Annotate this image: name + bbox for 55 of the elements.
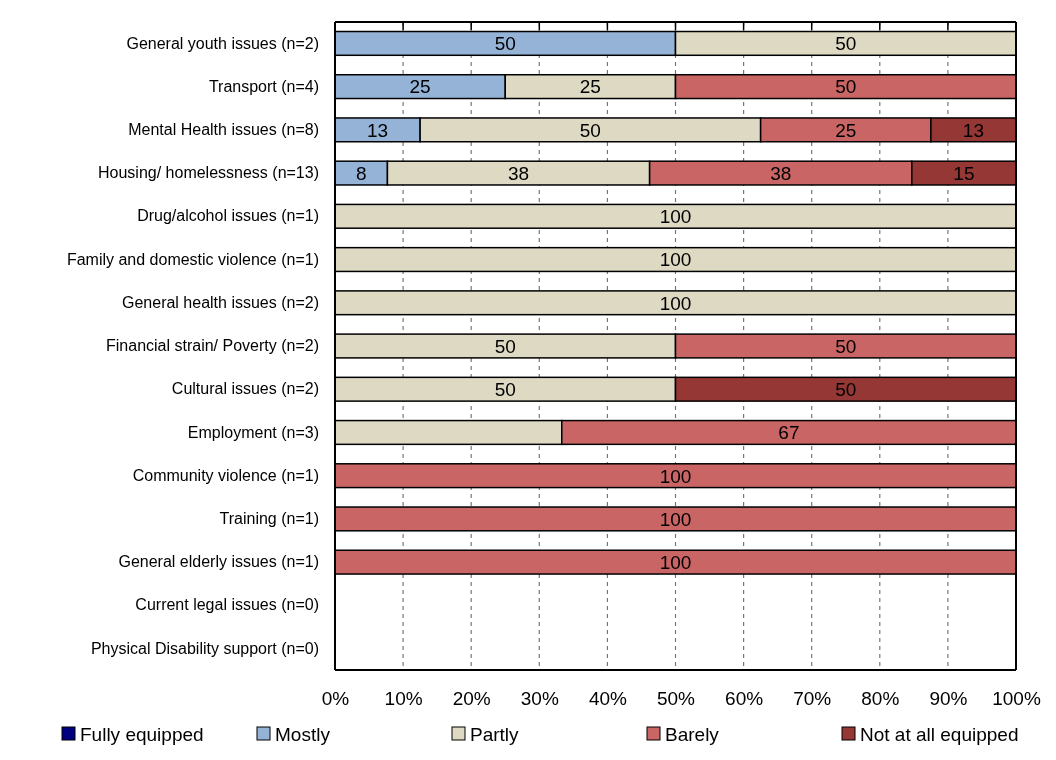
x-tick-label: 20% [452, 688, 491, 710]
y-tick-label: Financial strain/ Poverty (n=2) [106, 337, 319, 355]
data-label: 100 [659, 206, 692, 228]
data-label: 50 [835, 33, 857, 55]
y-tick-label: Current legal issues (n=0) [135, 596, 319, 614]
data-label: 100 [659, 292, 692, 314]
x-tick-label: 50% [656, 688, 696, 710]
data-label: 50 [835, 335, 857, 357]
data-label: 25 [579, 76, 601, 98]
y-tick-label: Training (n=1) [219, 510, 319, 528]
legend-label: Barely [665, 723, 720, 745]
data-label: 50 [579, 119, 601, 141]
y-tick-label: Housing/ homelessness (n=13) [97, 164, 319, 182]
legend-label: Mostly [275, 723, 331, 745]
data-label: 25 [835, 119, 857, 141]
data-label: 25 [409, 76, 431, 98]
data-label: 67 [778, 422, 800, 444]
x-tick-label: 90% [929, 688, 968, 710]
y-tick-label: Cultural issues (n=2) [171, 380, 319, 398]
x-tick-label: 30% [520, 688, 559, 710]
data-label: 50 [494, 335, 516, 357]
x-tick-label: 80% [861, 688, 900, 710]
data-label: 13 [366, 119, 389, 141]
legend-label: Not at all equipped [860, 723, 1019, 745]
data-label: 15 [953, 162, 975, 184]
y-tick-label: Mental Health issues (n=8) [128, 120, 319, 138]
data-label: 50 [494, 33, 516, 55]
y-tick-label: General elderly issues (n=1) [118, 553, 319, 571]
data-label: 50 [835, 76, 857, 98]
y-tick-label: General youth issues (n=2) [126, 34, 319, 52]
data-label: 38 [507, 162, 530, 184]
y-tick-label: Employment (n=3) [187, 423, 319, 441]
data-label: 100 [659, 465, 692, 487]
x-tick-label: 70% [793, 688, 832, 710]
data-label: 38 [770, 162, 792, 184]
x-tick-label: 40% [588, 688, 628, 710]
data-label: 100 [659, 508, 692, 530]
y-tick-label: General health issues (n=2) [122, 293, 319, 311]
x-tick-label: 60% [725, 688, 764, 710]
data-label: 13 [962, 119, 985, 141]
y-tick-label: Family and domestic violence (n=1) [66, 250, 319, 268]
legend-label: Partly [470, 723, 520, 745]
data-label: 100 [659, 249, 692, 271]
y-tick-label: Community violence (n=1) [132, 466, 319, 484]
y-tick-label: Drug/alcohol issues (n=1) [137, 207, 319, 225]
data-label: 50 [494, 379, 516, 401]
data-label: 100 [659, 551, 692, 573]
data-label: 8 [355, 162, 367, 184]
data-label: 50 [835, 379, 857, 401]
legend-label: Fully equipped [80, 723, 204, 745]
x-tick-label: 10% [384, 688, 423, 710]
y-tick-label: Transport (n=4) [208, 77, 319, 95]
x-tick-label: 100% [992, 688, 1041, 710]
y-tick-label: Physical Disability support (n=0) [90, 639, 319, 657]
x-tick-label: 0% [321, 688, 350, 710]
